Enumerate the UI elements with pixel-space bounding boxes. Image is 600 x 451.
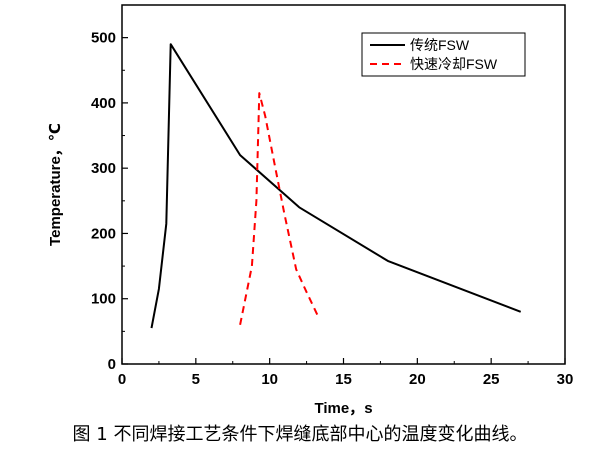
x-tick-label: 20 xyxy=(409,371,426,388)
x-tick-label: 25 xyxy=(483,371,500,388)
y-tick-label: 200 xyxy=(91,225,116,242)
y-tick-label: 400 xyxy=(91,95,116,112)
series-line-fast-cooling xyxy=(239,92,320,325)
y-tick-label: 100 xyxy=(91,291,116,308)
legend: 传统FSW 快速冷却FSW xyxy=(361,32,526,77)
figure-caption: 图 1 不同焊接工艺条件下焊缝底部中心的温度变化曲线。 xyxy=(72,424,528,445)
y-tick-label: 0 xyxy=(108,356,116,373)
y-tick-label: 500 xyxy=(91,30,116,47)
legend-label-traditional: 传统FSW xyxy=(410,37,470,53)
y-tick-label: 300 xyxy=(91,160,116,177)
x-tick-label: 15 xyxy=(335,371,352,388)
legend-label-fast-cooling: 快速冷却FSW xyxy=(410,56,498,72)
y-axis-label: Temperature，℃ xyxy=(47,123,64,246)
x-tick-label: 0 xyxy=(118,371,126,388)
series-lines xyxy=(150,43,522,329)
x-tick-label: 30 xyxy=(557,371,574,388)
series-line-traditional xyxy=(150,43,522,329)
x-tick-label: 5 xyxy=(192,371,200,388)
x-axis-label: Time，s xyxy=(314,400,372,417)
x-tick-label: 10 xyxy=(261,371,278,388)
plot-frame xyxy=(121,4,566,365)
legend-box xyxy=(361,32,526,77)
